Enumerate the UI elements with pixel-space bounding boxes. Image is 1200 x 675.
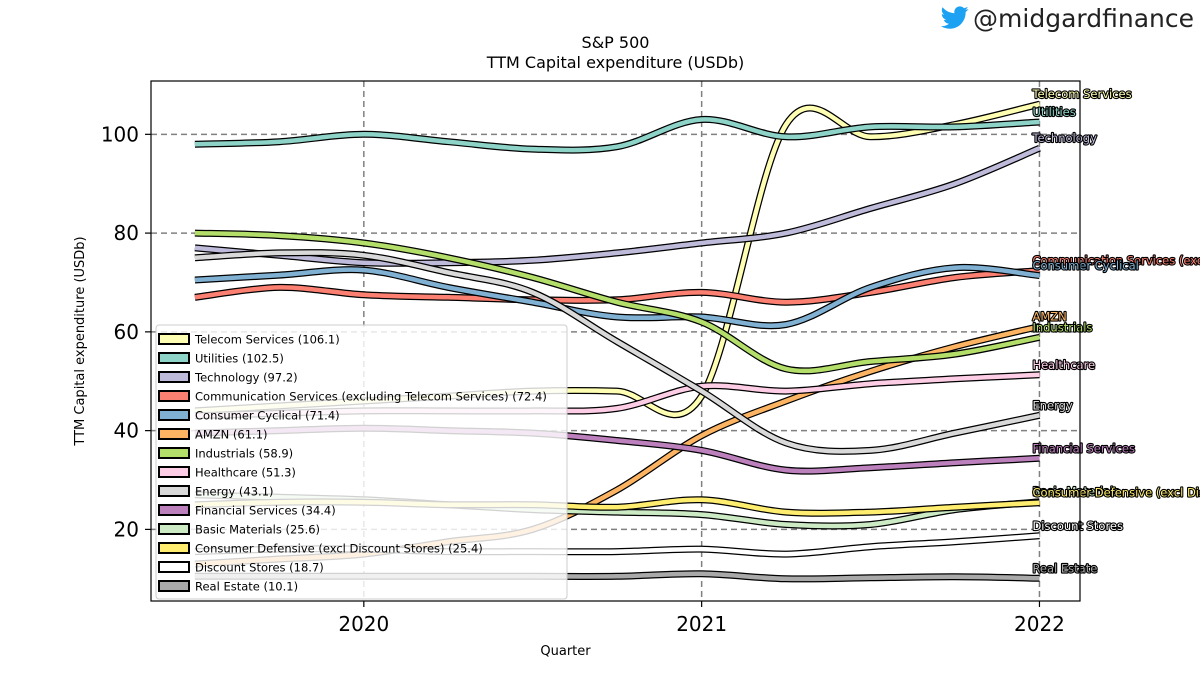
legend-swatch: [158, 371, 190, 383]
legend-label: Consumer Cyclical (71.4): [195, 409, 340, 423]
x-axis-ticks: 2020 2021 2022: [338, 601, 1065, 636]
x-tick-label: 2022: [1014, 612, 1065, 636]
legend-swatch: [158, 580, 190, 592]
legend-label: Telecom Services (106.1): [194, 333, 340, 347]
legend-label: Healthcare (51.3): [195, 466, 296, 480]
legend-swatch: [158, 561, 190, 573]
legend-label: Discount Stores (18.7): [195, 561, 324, 575]
legend-label: Energy (43.1): [195, 485, 274, 499]
series-utilities: [194, 115, 1040, 154]
y-tick-label: 40: [114, 419, 139, 443]
legend-label: Communication Services (excluding Teleco…: [195, 390, 547, 404]
legend-label: Utilities (102.5): [195, 352, 284, 366]
axes-frame: [150, 80, 1081, 602]
series-line: [194, 250, 1040, 454]
y-axis-ticks: 20 40 60 80 100: [101, 122, 151, 541]
y-tick-label: 60: [114, 320, 139, 344]
series-end-labels: Telecom Services Utilities Technology Commu…: [1030, 86, 1200, 576]
series-end-label: Communication Services (excluding Teleco…: [1032, 254, 1200, 268]
series-end-label: Industrials: [1032, 320, 1092, 334]
x-tick-label: 2020: [338, 612, 389, 636]
y-tick-label: 100: [101, 122, 139, 146]
legend-label: Basic Materials (25.6): [195, 523, 320, 537]
legend-swatch: [158, 428, 190, 440]
brand-handle: @midgardfinance: [941, 3, 1194, 33]
series-end-label: Real Estate: [1032, 561, 1097, 575]
legend-swatch: [158, 390, 190, 402]
series-end-label: AMZN: [1032, 309, 1066, 323]
legend-swatch: [158, 466, 190, 478]
series-end-label: Energy: [1032, 398, 1072, 412]
series-consumer-cyclical: [194, 263, 1040, 330]
twitter-bird-icon: [941, 6, 969, 29]
legend-swatch: [158, 409, 190, 421]
series-industrials: [194, 229, 1041, 375]
legend-label: Financial Services (34.4): [195, 504, 336, 518]
legend-label: Industrials (58.9): [195, 447, 293, 461]
series-end-label: Consumer Cyclical: [1032, 259, 1138, 273]
legend-swatch: [158, 447, 190, 459]
series-end-label: Telecom Services: [1031, 87, 1131, 101]
series-end-label: Utilities: [1032, 105, 1075, 119]
legend-swatch: [158, 333, 190, 345]
series-line: [194, 117, 1040, 153]
legend-box: [155, 324, 568, 600]
y-tick-label: 20: [114, 517, 139, 541]
series-line: [194, 146, 1041, 266]
x-axis-label: Quarter: [540, 644, 591, 659]
twitter-handle: @midgardfinance: [973, 3, 1194, 33]
legend-label: Real Estate (10.1): [195, 580, 298, 594]
legend-label: Consumer Defensive (excl Discount Stores…: [195, 542, 483, 556]
y-axis-label: TTM Capital expenditure (USDb): [73, 236, 88, 446]
legend-swatch: [158, 352, 190, 364]
chart-title: S&P 500: [582, 33, 650, 52]
series-end-label: Consumer Defensive (excl Discount Stores…: [1032, 486, 1200, 500]
series-technology: [194, 144, 1041, 267]
y-tick-label: 80: [114, 221, 139, 245]
series-line: [194, 230, 1040, 374]
series-energy: [194, 249, 1041, 455]
series-end-label: Basic Materials: [1032, 485, 1119, 499]
legend-label: AMZN (61.1): [195, 428, 268, 442]
legend-swatch: [158, 542, 190, 554]
x-tick-label: 2021: [676, 612, 727, 636]
series-end-label: Financial Services: [1032, 441, 1135, 455]
series-end-label: Healthcare: [1032, 358, 1095, 372]
legend-label: Technology (97.2): [194, 371, 298, 385]
series-end-label: Technology: [1031, 131, 1097, 145]
legend-swatch: [158, 523, 190, 535]
legend-swatch: [158, 485, 190, 497]
series-end-label: Discount Stores: [1032, 519, 1123, 533]
chart-subtitle: TTM Capital expenditure (USDb): [486, 53, 745, 72]
legend-swatch: [158, 504, 190, 516]
legend: Telecom Services (106.1) Utilities (102.5…: [155, 324, 568, 600]
series-line: [194, 265, 1040, 328]
